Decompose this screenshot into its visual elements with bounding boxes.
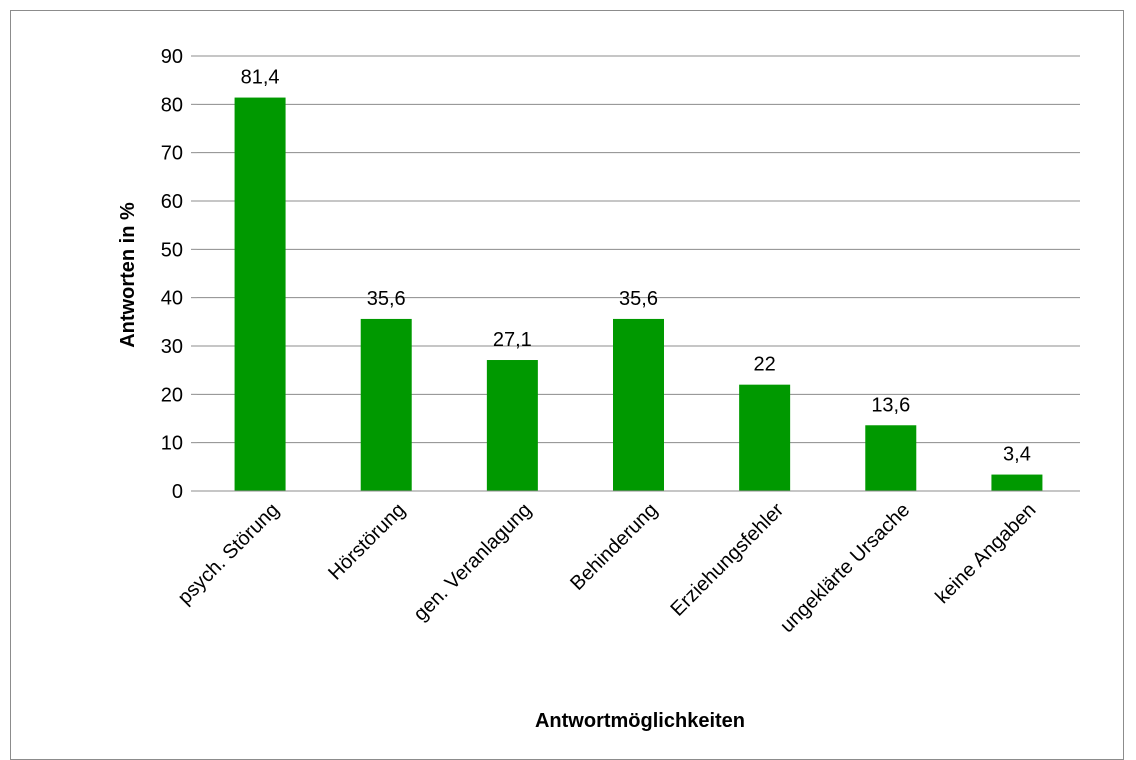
y-tick-label: 80 — [161, 94, 183, 116]
data-label: 81,4 — [241, 67, 280, 89]
x-tick-labels: psych. Störung Hörstörung gen. Veranlagung… — [174, 499, 1041, 637]
x-tick-label: Behinderung — [566, 499, 662, 595]
y-tick-label: 40 — [161, 288, 183, 310]
data-label: 13,6 — [871, 394, 910, 416]
y-tick-label: 90 — [161, 46, 183, 68]
bar — [865, 425, 917, 491]
bar — [486, 360, 538, 491]
x-tick-label: gen. Veranlagung — [409, 499, 535, 625]
data-label: 27,1 — [493, 329, 532, 351]
data-label: 22 — [754, 354, 776, 376]
y-tick-label: 10 — [161, 433, 183, 455]
y-axis-title: Antworten in % — [117, 202, 139, 348]
gridlines — [191, 55, 1080, 492]
y-tick-label: 0 — [172, 481, 183, 503]
y-tick-label: 70 — [161, 143, 183, 165]
x-axis-title: Antwortmöglichkeiten — [535, 710, 745, 732]
y-tick-labels: 0 10 20 30 40 50 60 70 80 90 — [161, 46, 183, 503]
bar — [613, 318, 664, 491]
data-label: 3,4 — [1003, 444, 1031, 466]
bar — [234, 97, 286, 492]
y-tick-label: 20 — [161, 384, 183, 406]
x-tick-label: psych. Störung — [174, 499, 284, 609]
data-labels: 81,4 35,6 27,1 35,6 22 13,6 3,4 — [241, 67, 1031, 466]
bar — [991, 474, 1043, 491]
y-tick-label: 60 — [161, 191, 183, 213]
bars — [234, 97, 1043, 492]
bar — [739, 384, 791, 491]
data-label: 35,6 — [367, 288, 406, 310]
y-tick-label: 50 — [161, 239, 183, 261]
x-tick-label: keine Angaben — [931, 499, 1040, 608]
bar — [360, 318, 412, 491]
x-tick-label: Hörstörung — [324, 499, 410, 585]
data-label: 35,6 — [619, 288, 658, 310]
y-tick-label: 30 — [161, 336, 183, 358]
x-tick-label: Erziehungsfehler — [666, 499, 788, 621]
x-tick-label: ungeklärte Ursache — [776, 499, 914, 637]
